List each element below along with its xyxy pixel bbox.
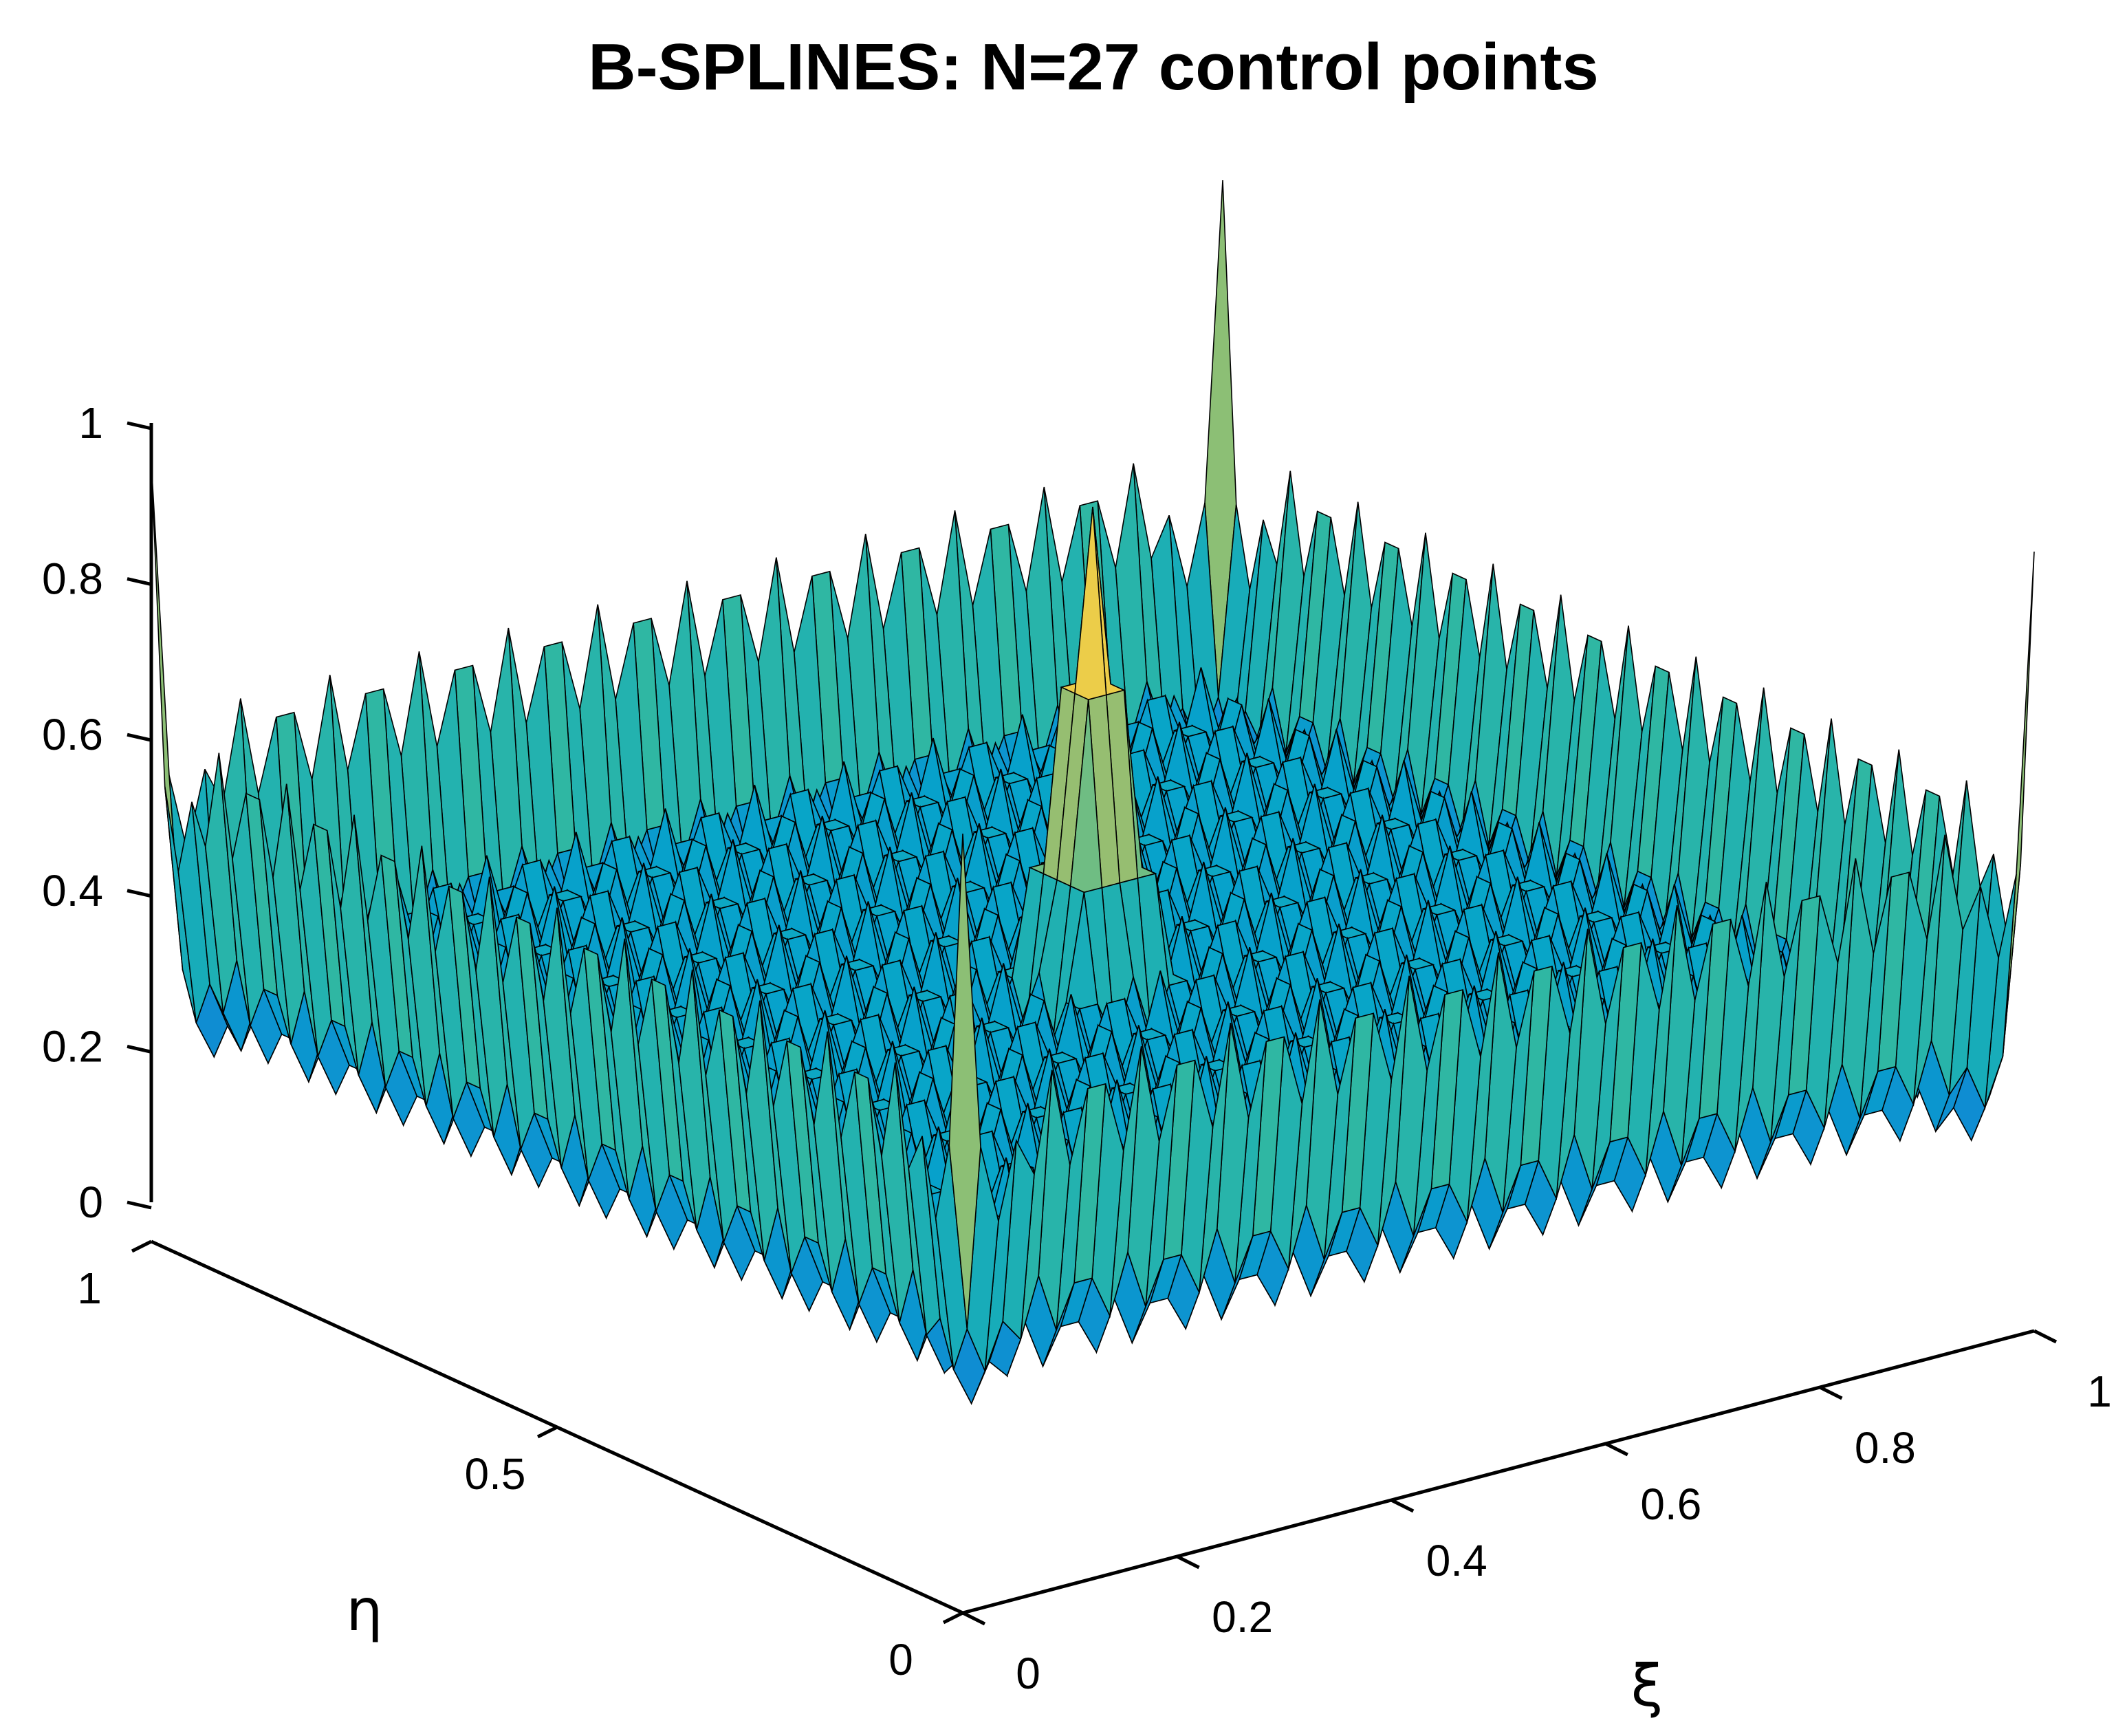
eta-axis-label: η: [346, 1576, 382, 1644]
xi-tick-label: 0.2: [1212, 1592, 1273, 1642]
z-tick-mark: [127, 421, 152, 431]
xi-tick-mark: [2033, 1329, 2058, 1344]
xi-tick-label: 0: [1016, 1649, 1040, 1698]
eta-tick-mark: [536, 1425, 558, 1439]
xi-axis-ticks: 0 0.2 0.4 0.6 0.8 1: [961, 1329, 2112, 1698]
z-axis-ticks: 0 0.2 0.4 0.6 0.8 1: [42, 398, 152, 1227]
eta-tick-mark: [131, 1239, 153, 1253]
z-tick-mark: [127, 889, 152, 898]
z-tick-label: 0: [78, 1178, 103, 1227]
eta-tick-label: 1: [77, 1263, 102, 1313]
z-tick-label: 0.6: [42, 710, 103, 759]
xi-tick-mark: [1176, 1554, 1200, 1570]
xi-tick-mark: [1604, 1442, 1628, 1457]
z-tick-label: 0.4: [42, 866, 103, 915]
z-tick-mark: [127, 1200, 152, 1210]
eta-tick-mark: [942, 1611, 964, 1625]
chart-title: B-SPLINES: N=27 control points: [588, 30, 1598, 104]
xi-tick-mark: [1819, 1385, 1843, 1400]
eta-axis-ticks: 00.51: [77, 1239, 964, 1684]
xi-tick-mark: [1390, 1498, 1415, 1513]
z-tick-label: 0.8: [42, 554, 103, 604]
z-tick-label: 0.2: [42, 1021, 103, 1071]
xi-tick-mark: [961, 1611, 986, 1626]
surface-patch: [948, 833, 981, 1330]
z-tick-mark: [127, 1044, 152, 1054]
xi-tick-label: 0.6: [1640, 1479, 1701, 1529]
z-tick-mark: [127, 733, 152, 742]
xi-tick-label: 1: [2087, 1367, 2112, 1416]
xi-tick-label: 0.8: [1855, 1423, 1916, 1473]
eta-tick-label: 0.5: [465, 1449, 526, 1499]
z-tick-mark: [127, 577, 152, 587]
xi-axis-line: [962, 1329, 2035, 1615]
xi-axis-label: ξ: [1631, 1652, 1664, 1719]
surface-plot: [151, 180, 2035, 1405]
xi-tick-label: 0.4: [1426, 1536, 1487, 1585]
z-tick-label: 1: [78, 398, 103, 448]
eta-tick-label: 0: [888, 1635, 913, 1684]
